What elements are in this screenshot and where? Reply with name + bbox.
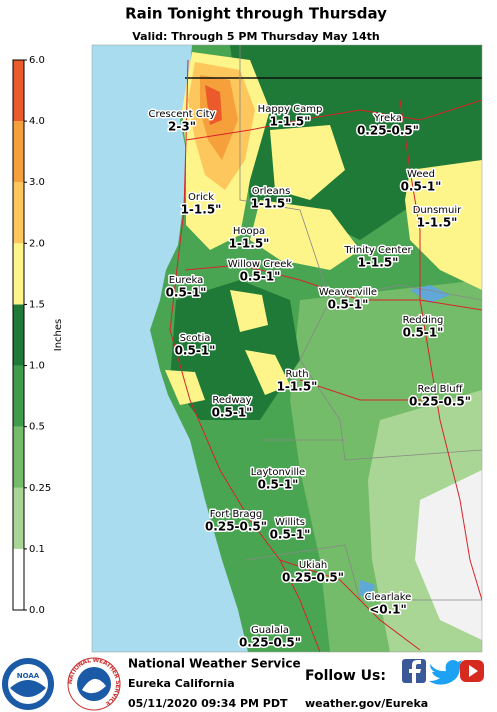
colorbar-tick-label: 0.0 [29, 605, 45, 616]
yellow-orleans [270, 125, 345, 200]
rain-amount: 0.5-1" [403, 326, 444, 340]
website[interactable]: weather.gov/Eureka [305, 697, 428, 710]
rain-amount: 0.5-1" [270, 528, 311, 542]
colorbar-segment [13, 487, 24, 549]
rain-amount: 1-1.5" [358, 256, 399, 270]
rain-amount: 1-1.5" [251, 197, 292, 211]
rain-amount: 0.5-1" [166, 286, 207, 300]
nws-logo: NATIONAL WEATHER SERVICE [66, 656, 122, 711]
colorbar-tick-label: 2.0 [29, 238, 45, 249]
yellow-ruth [245, 350, 290, 395]
place-name: Crescent City [149, 109, 216, 120]
place-name: Fort Bragg [210, 509, 263, 520]
rain-amount: 1-1.5" [181, 203, 222, 217]
colorbar-tick-label: 0.25 [29, 483, 51, 494]
colorbar-segment [13, 243, 24, 305]
facebook-icon[interactable] [402, 659, 426, 683]
place-name: Red Bluff [417, 384, 463, 395]
place-name: Eureka [169, 275, 203, 286]
place-name: Scotia [180, 333, 211, 344]
place-name: Yreka [373, 113, 402, 124]
colorbar-tick-label: 3.0 [29, 177, 45, 188]
place-name: Willits [275, 517, 305, 528]
colorbar-tick-label: 6.0 [29, 55, 45, 66]
place-name: Gualala [251, 625, 289, 636]
place-name: Orick [188, 192, 214, 203]
yellow-willow [230, 290, 268, 332]
colorbar-segment [13, 60, 24, 122]
place-name: Ruth [285, 369, 308, 380]
colorbar-tick-label: 0.5 [29, 422, 45, 433]
place-name: Weaverville [319, 287, 377, 298]
colorbar-frame [12, 59, 25, 611]
colorbar-segment [13, 182, 24, 244]
colorbar-segment [13, 121, 24, 183]
colorbar-tick-label: 1.5 [29, 299, 45, 310]
title: Rain Tonight through Thursday [125, 5, 387, 23]
rain-amount: 1-1.5" [277, 380, 318, 394]
colorbar-segment [13, 426, 24, 488]
subtitle: Valid: Through 5 PM Thursday May 14th [132, 30, 380, 43]
place-name: Redding [403, 315, 444, 326]
colorbar-segment [13, 365, 24, 427]
office: Eureka California [128, 677, 235, 690]
footer: NOAA NATIONAL WEATHER SERVICE National W… [2, 656, 484, 711]
no-rain [415, 470, 482, 640]
rain-amount: 0.5-1" [240, 270, 281, 284]
colorbar-label: Inches [53, 319, 64, 352]
map-frame [91, 44, 483, 653]
yellow-trinity [250, 200, 360, 270]
rain-amount: 0.25-0.5" [205, 520, 267, 534]
rain-amount: 1-1.5" [417, 216, 458, 230]
colorbar-tick-label: 1.0 [29, 361, 45, 372]
place-name: Happy Camp [258, 104, 323, 115]
twitter-icon[interactable] [429, 660, 463, 685]
place-name: Weed [407, 169, 435, 180]
colorbar: 0.0 0.1 0.25 0.5 1.0 1.5 2.0 3.0 4.0 6.0 [12, 55, 51, 616]
rain-amount: 0.25-0.5" [239, 636, 301, 650]
timestamp: 05/11/2020 09:34 PM PDT [128, 697, 288, 710]
agency: National Weather Service [128, 657, 301, 671]
rain-amount: 0.25-0.5" [409, 395, 471, 409]
rain-amount: 0.5-1" [212, 406, 253, 420]
clear-lake [360, 580, 375, 600]
place-name: Dunsmuir [413, 205, 462, 216]
red-coast [205, 85, 222, 125]
colorbar-segment [13, 304, 24, 366]
place-name: Redway [212, 395, 251, 406]
youtube-icon[interactable] [460, 660, 484, 682]
colorbar-tick-label: 4.0 [29, 116, 45, 127]
place-name: Trinity Center [343, 245, 412, 256]
rain-amount: 1-1.5" [270, 115, 311, 129]
noaa-text: NOAA [17, 672, 40, 680]
rain-amount: 0.25-0.5" [282, 571, 344, 585]
place-name: Willow Creek [228, 259, 293, 270]
colorbar-segment [13, 548, 24, 610]
yellow-scotia [165, 370, 205, 405]
rain-amount: 0.25-0.5" [357, 124, 419, 138]
place-name: Ukiah [299, 560, 327, 571]
rain-amount: 0.5-1" [175, 344, 216, 358]
follow-us: Follow Us: [305, 668, 386, 684]
county-lines [239, 45, 482, 601]
colorbar-tick-label: 0.1 [29, 544, 45, 555]
rain-amount: 0.5-1" [328, 298, 369, 312]
rain-amount: 0.5-1" [401, 180, 442, 194]
rain-amount: 0.5-1" [258, 478, 299, 492]
rain-amount: 1-1.5" [229, 237, 270, 251]
rain-amount: 2-3" [168, 120, 196, 134]
place-name: Orleans [252, 186, 291, 197]
roads [169, 59, 482, 652]
place-name: Hoopa [233, 226, 265, 237]
place-name: Laytonville [251, 467, 305, 478]
rain-amount: <0.1" [369, 603, 407, 617]
yellow-dunsmuir [405, 160, 482, 290]
place-name: Clearlake [365, 592, 412, 603]
noaa-logo: NOAA [2, 658, 54, 710]
